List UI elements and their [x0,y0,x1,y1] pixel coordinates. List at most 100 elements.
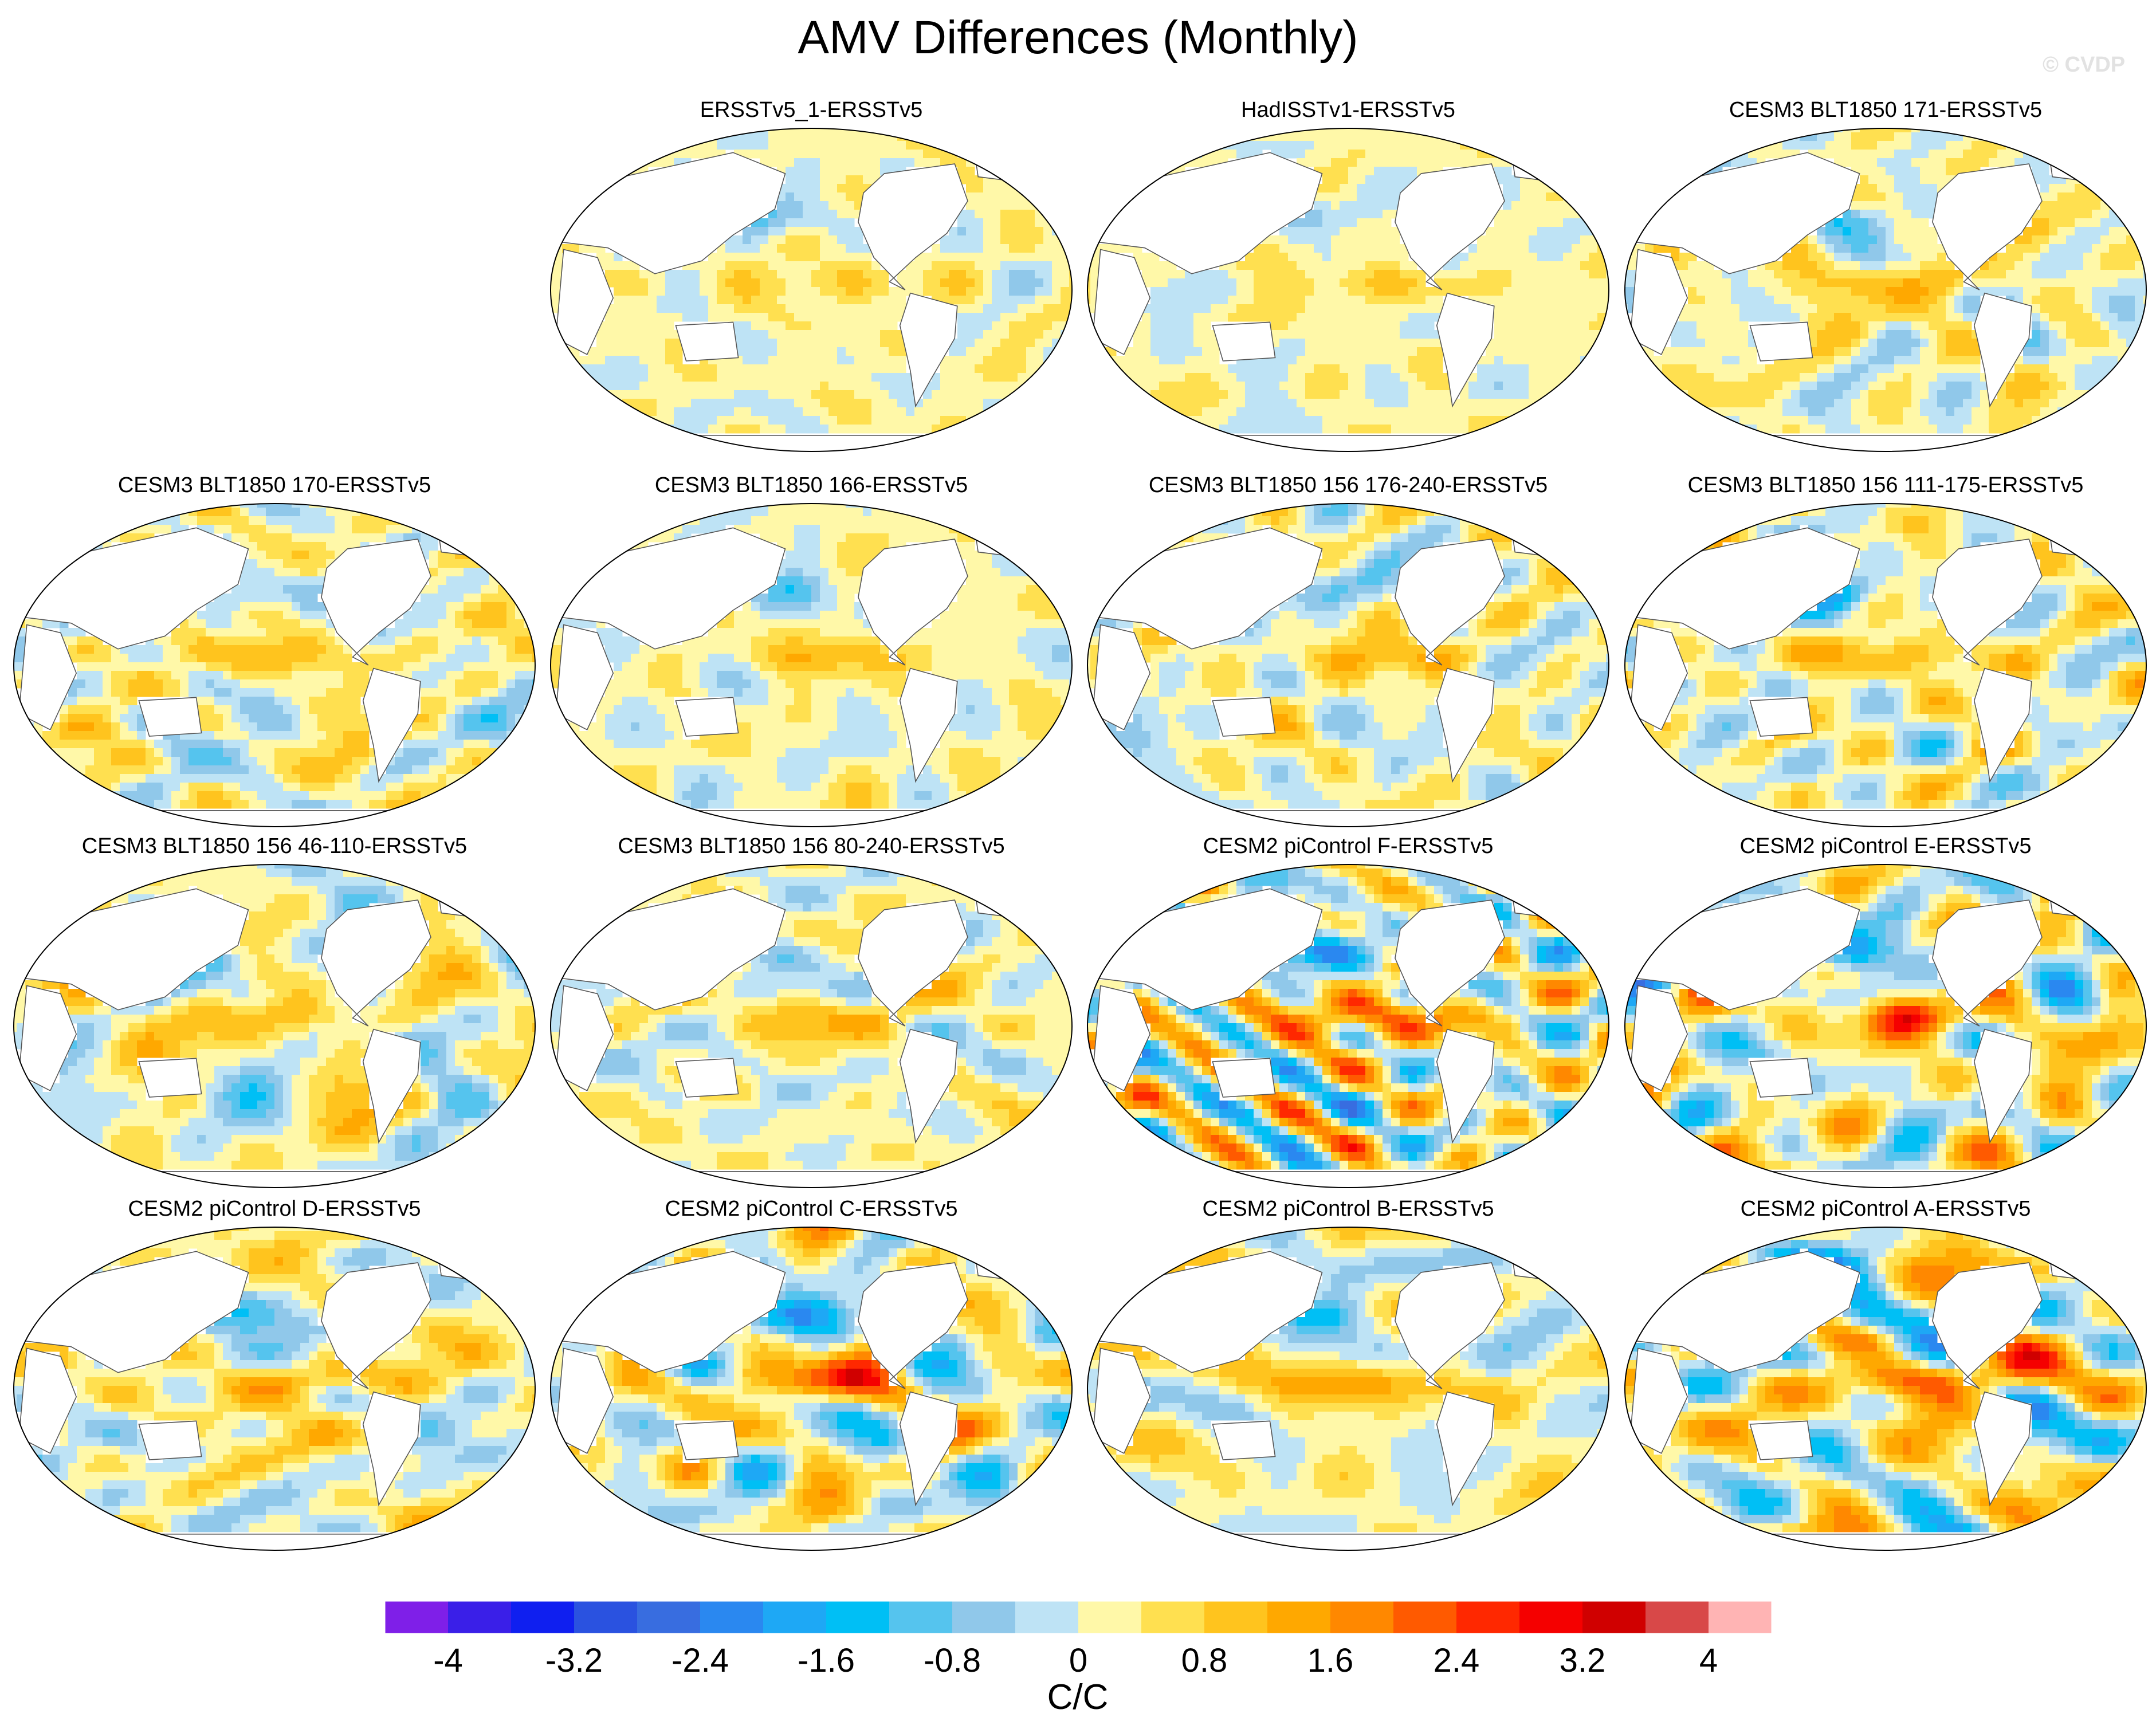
figure-title: AMV Differences (Monthly) [0,10,2156,65]
robinson-map [13,503,536,827]
land-mass [858,899,968,1027]
robinson-map [550,1227,1073,1551]
land-mass [555,1347,614,1454]
robinson-map [1624,1227,2147,1551]
map-border [13,503,536,827]
land-mass [675,1058,739,1098]
map-panel: CESM3 BLT1850 156 111-175-ERSSTv5 [1619,473,2152,851]
panel-title: CESM3 BLT1850 171-ERSSTv5 [1619,97,2152,123]
robinson-map [550,128,1073,452]
colorbar-swatch [700,1601,763,1633]
map-border [1624,1227,2147,1551]
land-mass [1749,1420,1813,1460]
colorbar-tick-label: -0.8 [924,1642,981,1680]
colorbar-swatch [448,1601,511,1633]
land-mass [1092,985,1151,1091]
robinson-map [1624,503,2147,827]
land-mass [1973,1391,2032,1507]
land-mass [1509,877,1558,917]
map-border [1087,1227,1609,1551]
robinson-map [1087,128,1609,452]
panel-title: CESM2 piControl F-ERSSTv5 [1082,834,1615,859]
land-mass [1663,1170,2108,1188]
robinson-map [1624,864,2147,1188]
land-mass [321,899,431,1027]
land-mass [2047,516,2095,556]
map-panel: CESM2 piControl D-ERSSTv5 [8,1196,541,1574]
land-mass [899,292,958,408]
colorbar-swatch [1582,1601,1646,1633]
land-mass [1973,667,2032,783]
colorbar-tick-label: 0.8 [1181,1642,1228,1680]
land-mass [675,321,739,361]
panel-title: CESM2 piControl C-ERSSTv5 [545,1196,1078,1221]
robinson-map [13,1227,536,1551]
land-mass [555,985,614,1091]
map-border [1087,503,1609,827]
colorbar-tick-label: 3.2 [1560,1642,1606,1680]
colorbar-swatch [826,1601,889,1633]
land-mass [1212,1420,1276,1460]
land-mass [1395,539,1505,666]
colorbar-tick-label: -3.2 [545,1642,603,1680]
sst-difference-field [1625,128,2146,451]
land-mass [1092,1347,1151,1454]
map-border [1624,503,2147,827]
land-mass [858,163,968,290]
land-mass [1749,321,1813,361]
land-mass [52,810,497,827]
land-mass [972,140,1021,181]
robinson-map [1087,864,1609,1188]
land-mass [1629,985,1688,1091]
land-mass [858,1262,968,1389]
land-mass [1212,697,1276,737]
sst-difference-field [1625,504,2146,827]
sst-difference-field [14,865,535,1188]
map-panel: CESM3 BLT1850 166-ERSSTv5 [545,473,1078,851]
map-border [13,1227,536,1551]
land-mass [18,985,77,1091]
land-mass [1126,1170,1570,1188]
colorbar-tick-label: 1.6 [1307,1642,1354,1680]
panel-title: CESM3 BLT1850 156 80-240-ERSSTv5 [545,834,1078,859]
sst-difference-field [551,1227,1072,1550]
land-mass [555,624,614,730]
map-border [550,503,1073,827]
land-mass [2047,140,2095,181]
land-mass [1126,434,1570,451]
land-mass [1629,249,1688,355]
land-mass [589,1170,1034,1188]
map-border [550,864,1073,1188]
map-panel: CESM3 BLT1850 156 176-240-ERSSTv5 [1082,473,1615,851]
map-panel: ERSSTv5_1-ERSSTv5 [545,97,1078,476]
colorbar [385,1601,1772,1633]
sst-difference-field [1625,865,2146,1188]
map-panel: CESM2 piControl A-ERSSTv5 [1619,1196,2152,1574]
panel-title: CESM3 BLT1850 156 111-175-ERSSTv5 [1619,473,2152,498]
robinson-map [550,864,1073,1188]
panel-title: CESM3 BLT1850 166-ERSSTv5 [545,473,1078,498]
land-mass [899,667,958,783]
colorbar-swatch [889,1601,952,1633]
land-mass [1395,163,1505,290]
colorbar-swatch [1141,1601,1204,1633]
land-mass [1932,1262,2043,1389]
land-mass [1395,899,1505,1027]
colorbar-tick-label: 0 [1069,1642,1087,1680]
land-mass [972,516,1021,556]
panel-title: ERSSTv5_1-ERSSTv5 [545,97,1078,123]
land-mass [1663,1533,2108,1550]
land-mass [1126,1533,1570,1550]
robinson-map [1087,503,1609,827]
land-mass [1509,516,1558,556]
map-border [550,1227,1073,1551]
map-border [550,128,1073,452]
land-mass [362,1391,421,1507]
map-panel: CESM2 piControl F-ERSSTv5 [1082,834,1615,1212]
colorbar-tick-label: -1.6 [798,1642,855,1680]
colorbar-tick-label: -4 [433,1642,463,1680]
panel-title: CESM3 BLT1850 156 176-240-ERSSTv5 [1082,473,1615,498]
panel-title: CESM2 piControl D-ERSSTv5 [8,1196,541,1221]
land-mass [1436,667,1495,783]
sst-difference-field [1087,504,1609,827]
